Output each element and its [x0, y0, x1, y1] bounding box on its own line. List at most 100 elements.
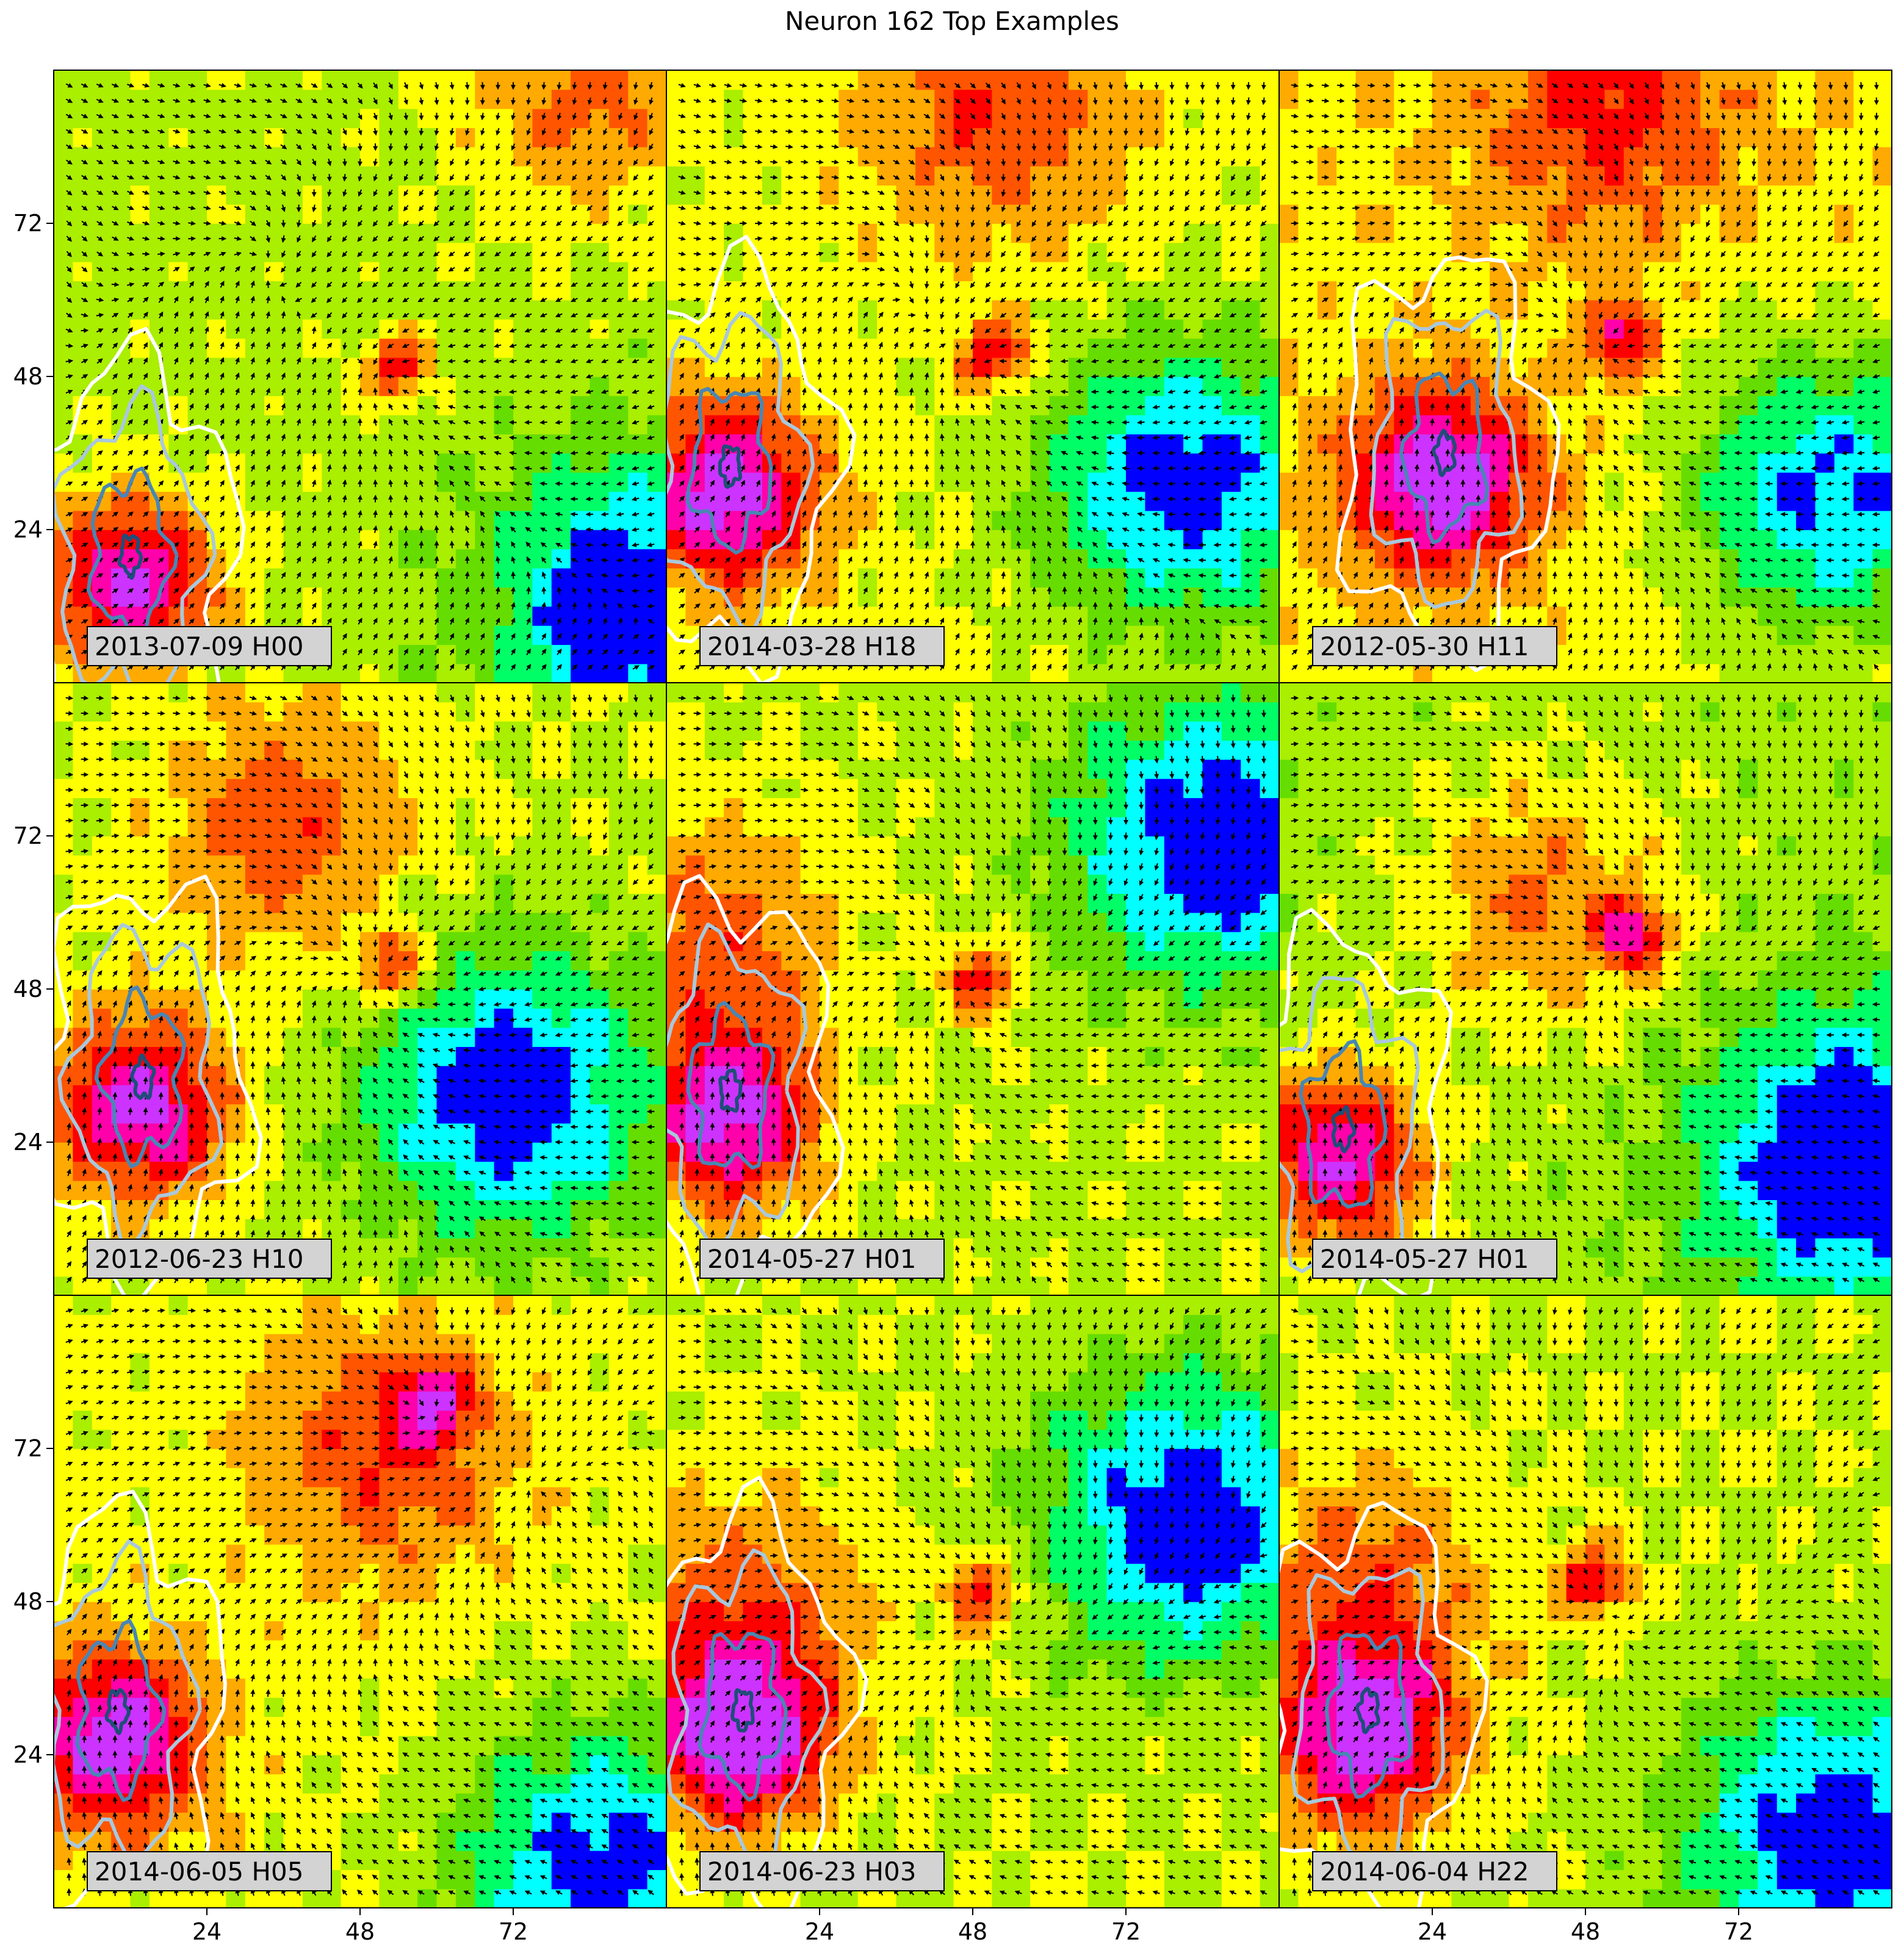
wind-arrow — [524, 405, 532, 410]
heatmap-cell — [341, 165, 361, 186]
heatmap-cell — [1068, 395, 1089, 415]
heatmap-cell — [302, 395, 323, 415]
heatmap-cell — [1183, 606, 1203, 626]
heatmap-cell — [1164, 146, 1184, 167]
heatmap-cell — [417, 530, 438, 550]
heatmap-cell — [1260, 625, 1279, 646]
heatmap-cell — [322, 434, 342, 454]
heatmap-cell — [1202, 338, 1222, 358]
heatmap-cell — [1241, 395, 1261, 415]
heatmap-cell — [436, 414, 456, 434]
heatmap-cell — [245, 414, 265, 434]
heatmap-cell — [685, 357, 705, 377]
heatmap-cell — [608, 644, 629, 664]
heatmap-cell — [820, 89, 840, 109]
heatmap-cell — [360, 165, 380, 186]
wind-arrow — [785, 144, 793, 149]
heatmap-cell — [571, 376, 591, 397]
heatmap-cell — [628, 491, 648, 511]
heatmap-cell — [1183, 567, 1203, 588]
heatmap-cell — [360, 89, 380, 109]
heatmap-cell — [628, 606, 648, 626]
heatmap-cell — [283, 89, 303, 109]
heatmap-cell — [820, 414, 840, 434]
heatmap-cell — [838, 261, 859, 281]
heatmap-cell — [571, 567, 591, 588]
heatmap-cell — [571, 663, 591, 683]
heatmap-cell — [800, 70, 820, 90]
heatmap-cell — [1126, 644, 1146, 664]
heatmap-cell — [608, 128, 629, 148]
wind-arrow — [909, 387, 914, 395]
heatmap-cell — [283, 567, 303, 588]
heatmap-cell — [245, 318, 265, 339]
heatmap-cell — [628, 376, 648, 397]
heatmap-cell — [1068, 281, 1089, 301]
heatmap-cell — [838, 548, 859, 569]
heatmap-cell — [571, 128, 591, 148]
heatmap-cell — [1221, 70, 1242, 90]
heatmap-cell — [322, 242, 342, 262]
heatmap-cell — [915, 567, 936, 588]
heatmap-cell — [475, 89, 495, 109]
heatmap-cell — [1164, 453, 1184, 473]
wind-arrow — [539, 420, 547, 425]
heatmap-cell — [226, 146, 246, 167]
heatmap-cell — [915, 548, 936, 569]
heatmap-cell — [475, 318, 495, 339]
heatmap-cell — [1164, 223, 1184, 243]
heatmap-cell — [455, 70, 476, 90]
heatmap-cell — [1106, 606, 1127, 626]
heatmap-cell — [838, 606, 859, 626]
heatmap-cell — [1049, 644, 1069, 664]
heatmap-cell — [685, 242, 705, 262]
heatmap-cell — [781, 165, 801, 186]
heatmap-cell — [973, 185, 993, 205]
heatmap-cell — [857, 185, 878, 205]
heatmap-cell — [1068, 242, 1089, 262]
heatmap-cell — [915, 223, 936, 243]
heatmap-cell — [532, 625, 552, 646]
wind-arrow — [909, 494, 914, 503]
heatmap-cell — [283, 491, 303, 511]
heatmap-cell — [455, 530, 476, 550]
heatmap-cell — [417, 108, 438, 128]
heatmap-cell — [226, 165, 246, 186]
heatmap-cell — [532, 530, 552, 550]
heatmap-cell — [838, 663, 859, 683]
heatmap-cell — [1145, 89, 1165, 109]
heatmap-cell — [1049, 108, 1069, 128]
heatmap-cell — [820, 606, 840, 626]
heatmap-cell — [762, 108, 782, 128]
heatmap-cell — [149, 146, 170, 167]
heatmap-cell — [934, 357, 954, 377]
heatmap-cell — [857, 567, 878, 588]
heatmap-cell — [455, 108, 476, 128]
heatmap-cell — [820, 434, 840, 454]
heatmap-cell — [130, 414, 150, 434]
heatmap-cell — [953, 242, 973, 262]
heatmap-cell — [1049, 606, 1069, 626]
heatmap-cell — [1087, 472, 1108, 492]
heatmap-cell — [168, 89, 189, 109]
heatmap-cell — [838, 510, 859, 530]
heatmap-cell — [896, 606, 916, 626]
heatmap-cell — [1126, 663, 1146, 683]
heatmap-cell — [513, 395, 533, 415]
heatmap-cell — [436, 548, 456, 569]
heatmap-cell — [1087, 530, 1108, 550]
heatmap-cell — [1241, 606, 1261, 626]
heatmap-cell — [1011, 663, 1031, 683]
heatmap-cell — [1241, 625, 1261, 646]
heatmap-cell — [494, 625, 514, 646]
heatmap-cell — [743, 89, 763, 109]
heatmap-cell — [1011, 510, 1031, 530]
wind-arrow — [342, 174, 347, 182]
heatmap-cell — [1183, 128, 1203, 148]
heatmap-cell — [685, 281, 705, 301]
heatmap-cell — [1106, 338, 1127, 358]
heatmap-cell — [934, 185, 954, 205]
heatmap-cell — [264, 185, 284, 205]
wind-arrow — [1198, 481, 1206, 486]
heatmap-cell — [915, 395, 936, 415]
